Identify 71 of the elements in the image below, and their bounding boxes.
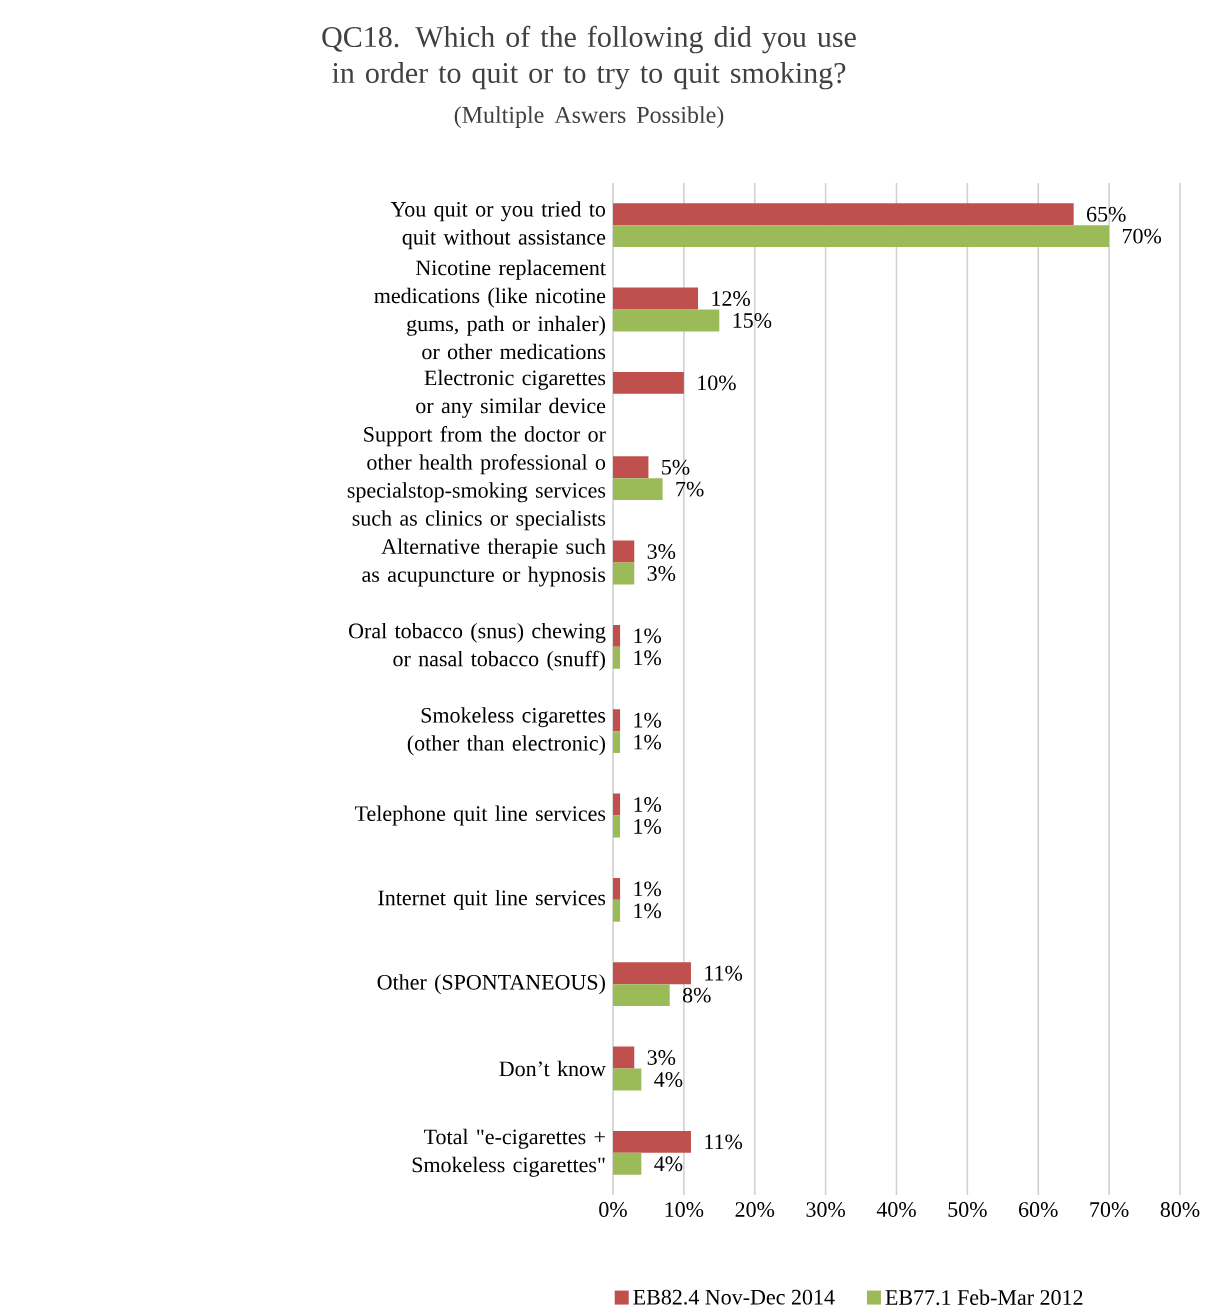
bar [612, 815, 621, 838]
y-tick-label: Electronic cigarettes or any similar device [416, 369, 606, 418]
bar [612, 731, 621, 754]
bar [612, 1068, 642, 1091]
data-label: 1% [634, 628, 662, 644]
legend-label: EB82.4 Nov-Dec 2014 [633, 1289, 835, 1305]
bar [612, 203, 1074, 226]
bar [612, 899, 621, 922]
x-tick-label: 70% [1090, 1202, 1129, 1217]
data-label: 1% [634, 797, 662, 812]
data-label: 3% [647, 1050, 676, 1065]
x-tick-label: 50% [948, 1202, 987, 1217]
y-tick-label: Don’t know [499, 1060, 606, 1077]
bar [612, 287, 699, 310]
x-tick-label: 20% [735, 1202, 775, 1217]
y-tick-label: Support from the doctor or other health professional o specialstop-smoking services such as clinics or specialists [347, 426, 606, 531]
bar [612, 624, 621, 647]
data-label: 11% [705, 965, 743, 981]
data-label: 4% [654, 1156, 683, 1172]
chart-subtitle: (Multiple Aswers Possible) [454, 106, 724, 128]
y-tick-label: Oral tobacco (snus) chewing or nasal tobacco (snuff) [349, 622, 606, 671]
bar [612, 456, 649, 479]
x-tick-label: 40% [876, 1202, 916, 1217]
bar [612, 793, 621, 816]
bar [612, 1046, 635, 1069]
legend-label: EB77.1 Feb-Mar 2012 [885, 1289, 1083, 1306]
data-label: 70% [1122, 228, 1162, 244]
data-label: 65% [1087, 206, 1126, 222]
bar [612, 540, 635, 563]
bar [612, 962, 691, 985]
bar [612, 984, 670, 1007]
bar [612, 562, 635, 585]
data-label: 11% [705, 1134, 743, 1150]
y-tick-label: Internet quit line services [378, 889, 606, 910]
x-tick-label: 30% [806, 1202, 846, 1217]
data-label: 4% [654, 1072, 683, 1087]
data-label: 1% [634, 903, 662, 919]
x-tick-label: 60% [1019, 1202, 1058, 1217]
x-tick-label: 80% [1160, 1202, 1200, 1217]
data-label: 10% [698, 375, 736, 391]
chart-title: QC18. Which of the following did you use in order to quit or to try to quit smoking? [322, 25, 856, 90]
y-tick-label: Alternative therapie such as acupuncture or hypnosis [362, 538, 606, 587]
data-label: 1% [634, 819, 662, 834]
y-tick-label: Total "e-cigarettes + Smokeless cigarettes" [412, 1128, 605, 1177]
data-label: 8% [682, 987, 711, 1003]
data-label: 1% [634, 881, 662, 897]
y-tick-label: Smokeless cigarettes (other than electronic) [407, 707, 606, 756]
bar [612, 225, 1110, 248]
bar [612, 646, 621, 669]
data-label: 1% [634, 734, 662, 750]
data-label: 12% [712, 291, 751, 306]
y-tick-label: Nicotine replacement medications (like nicotine gums, path or inhaler) or other medications [374, 259, 606, 360]
data-label: 5% [662, 459, 690, 475]
y-tick-label: Telephone quit line services [354, 805, 606, 826]
bar [612, 478, 663, 501]
x-tick-label: 10% [665, 1202, 704, 1217]
bar [612, 877, 621, 900]
x-tick-label: 0% [599, 1202, 627, 1217]
data-label: 15% [733, 313, 772, 328]
bar [612, 1130, 691, 1153]
bar [612, 371, 684, 394]
data-label: 7% [676, 481, 704, 497]
data-label: 3% [647, 544, 676, 559]
data-label: 1% [634, 712, 662, 728]
bar [612, 1152, 642, 1175]
y-tick-label: Other (SPONTANEOUS) [377, 974, 605, 995]
data-label: 3% [647, 566, 676, 581]
y-tick-label: You quit or you tried to quit without assistance [390, 201, 606, 250]
bar [612, 709, 621, 732]
bar [612, 309, 720, 332]
data-label: 1% [634, 650, 662, 666]
